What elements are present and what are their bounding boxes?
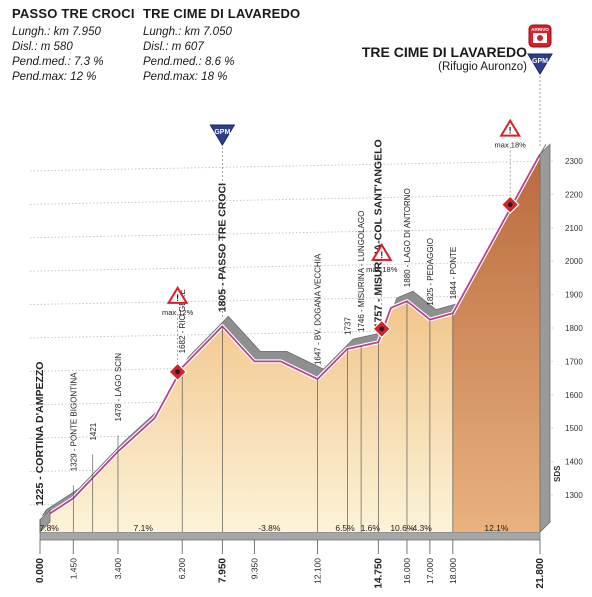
max-grade-dot <box>379 326 385 332</box>
altitude-gridline <box>29 193 556 205</box>
gradient-label: 7.1% <box>134 523 154 533</box>
altitude-gridline <box>29 260 556 272</box>
altitude-tick-label: 1900 <box>565 291 583 300</box>
altitude-tick-label: 1700 <box>565 357 583 366</box>
km-tick-label: 0.000 <box>35 558 46 583</box>
altitude-tick-label: 1600 <box>565 391 583 400</box>
profile-area-section-2 <box>452 154 540 533</box>
altitude-tick-label: 2100 <box>565 224 583 233</box>
km-tick-label: 17.000 <box>425 558 435 584</box>
altitude-tick-label: 2300 <box>565 157 583 166</box>
place-label: 1478 - LAGO SCIN <box>114 353 123 422</box>
finish-subtitle: (Rifugio Auronzo) <box>438 61 527 73</box>
climb-avg-grade: Pend.med.: 8.6 % <box>143 56 235 68</box>
climb-length: Lungh.: km 7.050 <box>143 26 232 38</box>
gpm-label: GPM <box>532 58 548 65</box>
warning-triangle-icon <box>499 118 521 137</box>
climb-gain: Disl.: m 607 <box>143 41 204 53</box>
profile-area-section-1 <box>40 301 453 532</box>
gradient-label: 10.6% <box>390 523 415 533</box>
km-tick-label: 21.800 <box>535 558 546 589</box>
finish-title: TRE CIME DI LAVAREDO <box>361 44 527 60</box>
max-grade-dot <box>507 202 513 208</box>
km-tick-label: 3.400 <box>113 558 123 580</box>
gradient-label: 1.6% <box>361 523 381 533</box>
place-label: 1844 - PONTE <box>449 247 458 299</box>
profile-end-wall <box>539 143 551 533</box>
climb-title: TRE CIME DI LAVAREDO <box>143 6 301 21</box>
km-tick-label: 12.100 <box>313 558 323 584</box>
climb-max-grade: Pend.max: 12 % <box>12 71 97 83</box>
gradient-label: 12.1% <box>484 523 509 533</box>
place-label: 1225 - CORTINA D'AMPEZZO <box>34 362 46 506</box>
gpm-triangle-icon <box>527 53 553 75</box>
place-label: 1825 - PEDAGGIO <box>426 238 435 306</box>
altitude-gridline <box>29 160 556 172</box>
altitude-tick-label: 1300 <box>565 491 583 500</box>
km-tick-label: 14.750 <box>373 558 384 589</box>
km-tick-label: 6.200 <box>177 558 187 580</box>
gpm-label: GPM <box>214 129 230 136</box>
max-grade-label: max 18% <box>366 265 398 274</box>
arrivo-label: ARRIVO <box>531 27 549 32</box>
warning-triangle-icon <box>370 242 393 261</box>
climb-length: Lungh.: km 7.950 <box>12 26 101 38</box>
climb-info-tre-cime: TRE CIME DI LAVAREDO Lungh.: km 7.050 Di… <box>143 6 300 85</box>
profile-base-front <box>39 531 541 541</box>
place-label: 1880 - LAGO DI ANTORNO <box>403 188 412 287</box>
climb-gain: Disl.: m 580 <box>12 41 73 53</box>
place-label: 1682 - RIO GERE <box>178 289 187 353</box>
altitude-gridline <box>29 227 556 239</box>
warning-mark: ! <box>176 293 179 303</box>
km-tick-label: 18.000 <box>448 558 458 584</box>
warning-triangle-icon <box>166 285 189 304</box>
altitude-tick-label: 1400 <box>565 458 583 467</box>
altitude-tick-label: 2000 <box>565 257 583 266</box>
max-grade-label: max 18% <box>495 141 527 150</box>
km-tick-label: 16.000 <box>402 558 412 584</box>
altitude-tick-label: 1500 <box>565 424 583 433</box>
gradient-label: -3.8% <box>258 523 281 533</box>
warning-mark: ! <box>509 126 512 136</box>
climb-max-grade: Pend.max: 18 % <box>143 71 228 83</box>
place-label: 1757 - MISURINA-COL SANT'ANGELO <box>372 139 384 328</box>
km-tick-label: 7.950 <box>217 558 228 583</box>
sds-label: SDS <box>553 465 562 482</box>
arrivo-icon-dot <box>537 35 543 41</box>
altitude-tick-label: 2200 <box>565 190 583 199</box>
max-grade-label: max 12% <box>162 308 194 317</box>
gradient-label: 7.8% <box>39 523 59 533</box>
place-label: 1746 - MISURINA - LUNGOLAGO <box>357 211 366 332</box>
place-label: 1329 - PONTE BIGONTINA <box>69 372 78 471</box>
place-label: 1421 <box>89 422 98 440</box>
km-tick-label: 1.450 <box>68 558 78 580</box>
gradient-label: -4.3% <box>410 523 433 533</box>
place-label: 1737 <box>343 317 352 335</box>
place-label: 1647 - BV. DOGANA VECCHIA <box>314 253 323 365</box>
max-grade-dot <box>175 369 181 375</box>
climb-info-passo-tre-croci: PASSO TRE CROCI Lungh.: km 7.950 Disl.: … <box>12 6 135 85</box>
km-tick-label: 9.350 <box>249 558 259 580</box>
warning-mark: ! <box>380 250 383 260</box>
altitude-tick-label: 1800 <box>565 324 583 333</box>
climb-title: PASSO TRE CROCI <box>12 6 135 21</box>
gpm-triangle-icon <box>209 124 236 146</box>
gradient-label: 6.5% <box>335 523 355 533</box>
climb-avg-grade: Pend.med.: 7.3 % <box>12 56 104 68</box>
